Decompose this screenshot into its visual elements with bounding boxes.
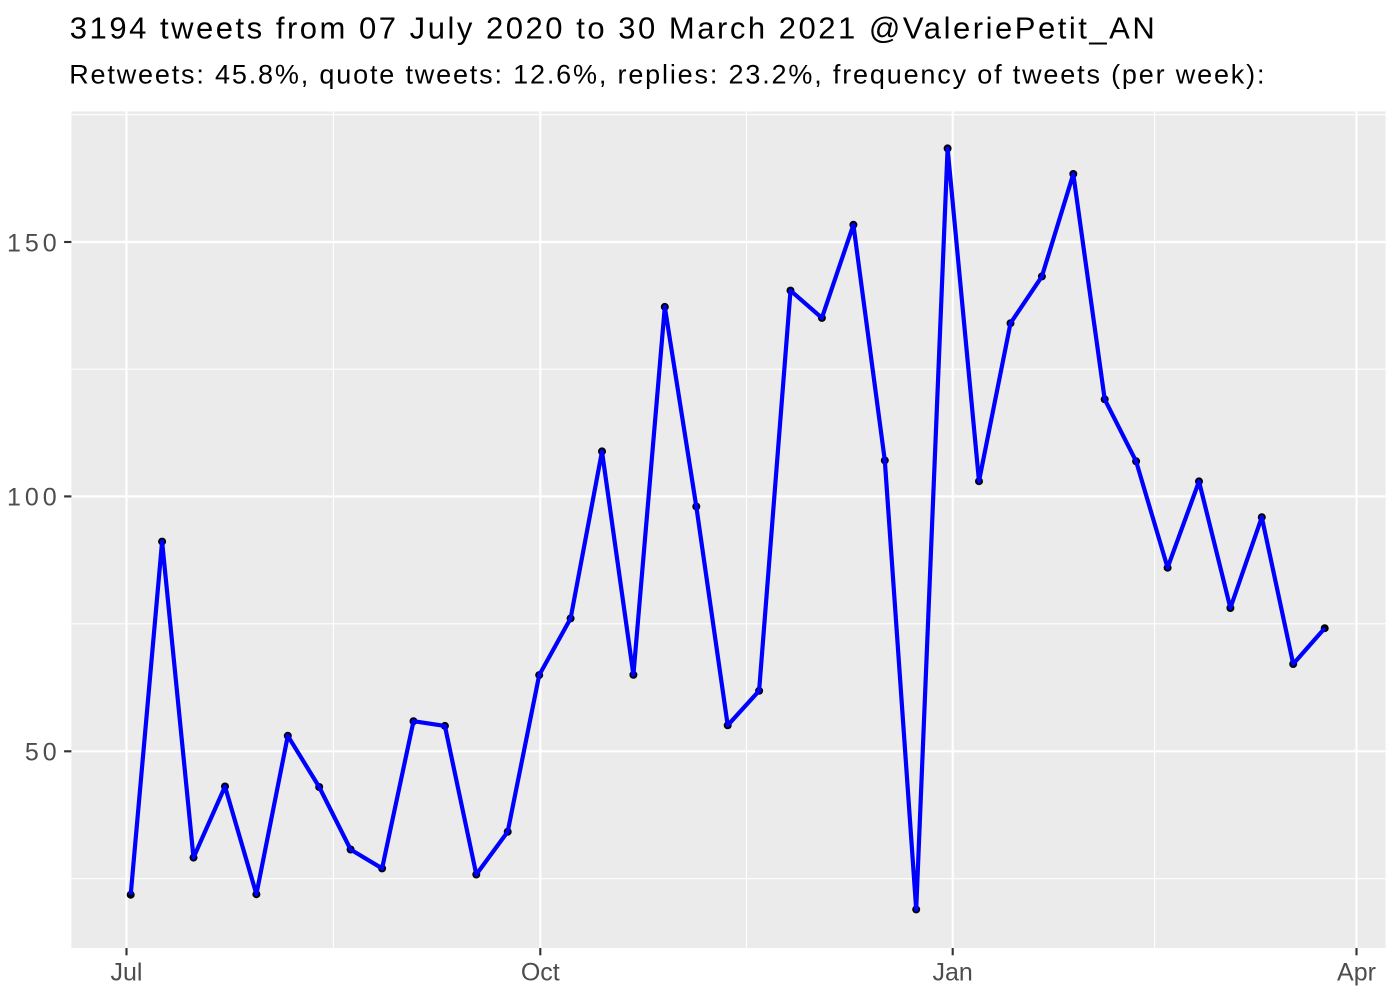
svg-text:Jan: Jan bbox=[933, 959, 973, 987]
svg-text:Apr: Apr bbox=[1337, 959, 1376, 987]
svg-text:150: 150 bbox=[7, 229, 61, 257]
svg-text:Jul: Jul bbox=[111, 959, 143, 987]
svg-text:50: 50 bbox=[25, 739, 61, 767]
svg-text:3194 tweets from 07 July 2020: 3194 tweets from 07 July 2020 to 30 Marc… bbox=[70, 11, 1157, 46]
svg-text:Oct: Oct bbox=[521, 959, 560, 987]
svg-text:100: 100 bbox=[7, 484, 61, 512]
svg-text:Retweets: 45.8%, quote tweets:: Retweets: 45.8%, quote tweets: 12.6%, re… bbox=[69, 60, 1266, 90]
